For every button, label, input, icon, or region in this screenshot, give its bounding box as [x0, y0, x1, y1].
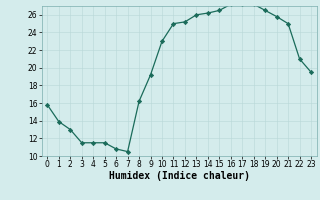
X-axis label: Humidex (Indice chaleur): Humidex (Indice chaleur)	[109, 171, 250, 181]
